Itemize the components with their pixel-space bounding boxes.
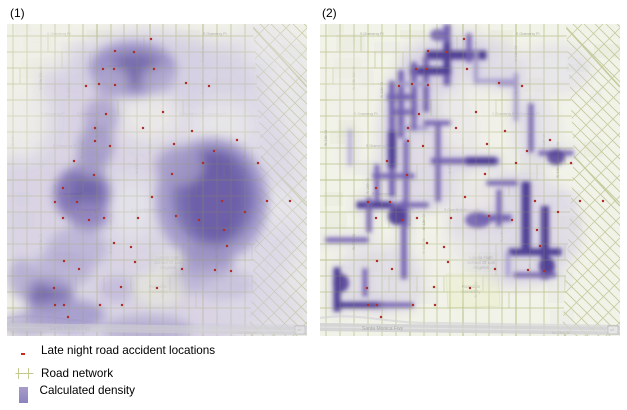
svg-text:S Gramercy Pl: S Gramercy Pl: [492, 112, 516, 116]
svg-text:S Gramercy Pl: S Gramercy Pl: [203, 32, 227, 36]
svg-text:W 24th St: W 24th St: [324, 130, 328, 146]
svg-text:W 26th St: W 26th St: [366, 178, 370, 194]
svg-text:W 12th St: W 12th St: [380, 82, 384, 98]
svg-text:S Gramercy Pl: S Gramercy Pl: [360, 32, 384, 36]
svg-text:W 12th St: W 12th St: [422, 214, 426, 230]
svg-text:S Gramercy Pl: S Gramercy Pl: [372, 192, 396, 196]
svg-text:S Gramercy Pl: S Gramercy Pl: [354, 112, 378, 116]
svg-text:S Gramercy Pl: S Gramercy Pl: [516, 32, 540, 36]
svg-text:W 14th St: W 14th St: [556, 162, 560, 178]
svg-text:S Gramercy Pl: S Gramercy Pl: [366, 144, 390, 148]
